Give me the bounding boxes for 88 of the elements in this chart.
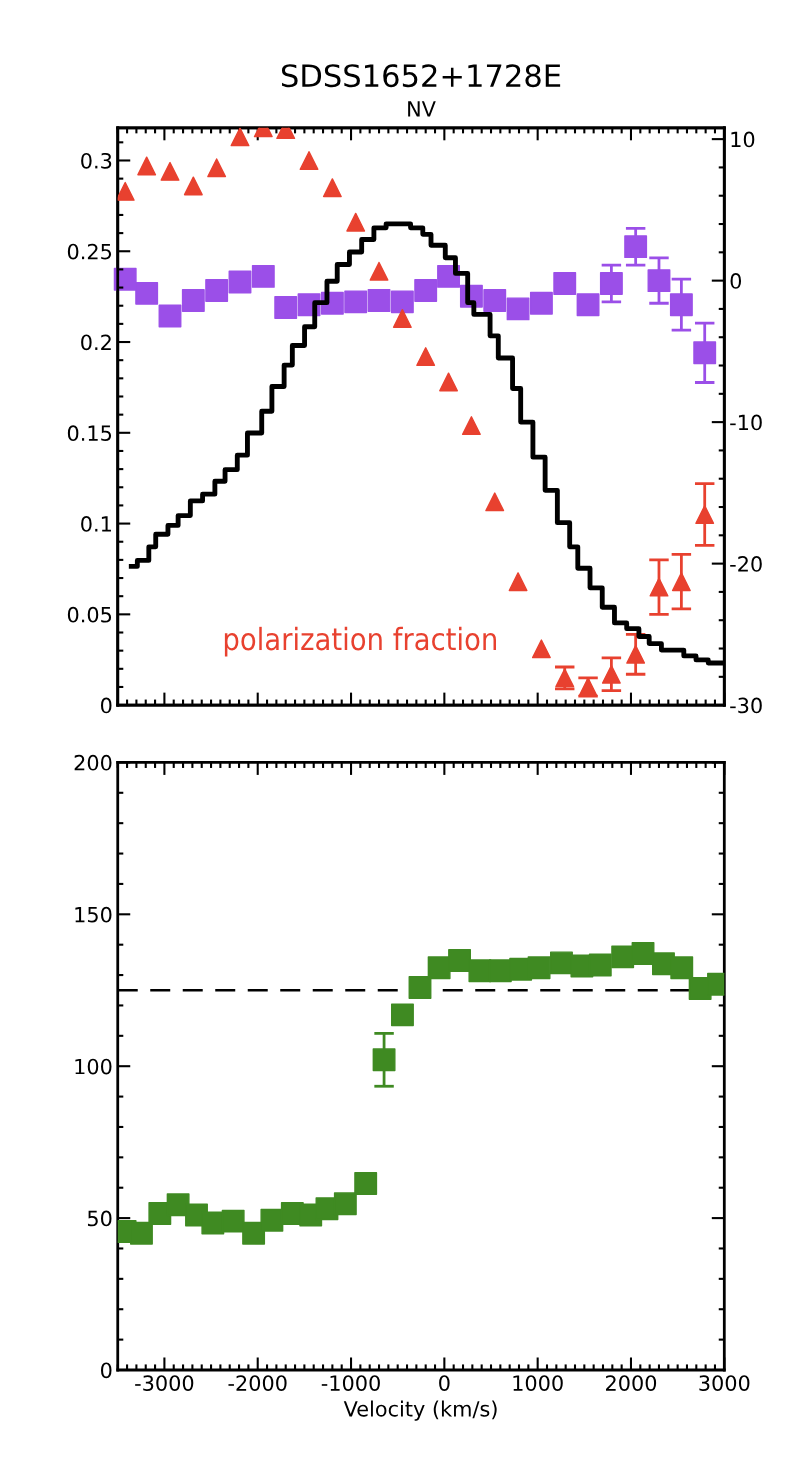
x-tick-label: -3000 (135, 1375, 194, 1391)
y-tick-label: 0 (101, 1362, 112, 1379)
point (158, 304, 182, 328)
y-tick-label: 0.3 (81, 152, 112, 169)
point (369, 261, 389, 281)
y-tick-label: 0.05 (67, 606, 112, 623)
point (392, 308, 412, 328)
point (181, 288, 205, 312)
point (695, 505, 715, 524)
point (251, 264, 275, 288)
point (527, 956, 551, 980)
point (485, 492, 505, 512)
point (346, 212, 366, 232)
y-tick-label: 100 (75, 1058, 112, 1075)
x-tick-label: -1000 (321, 1375, 380, 1391)
point (344, 290, 368, 314)
point (333, 1192, 357, 1216)
point (601, 664, 621, 684)
x-tick-label: -2000 (228, 1375, 287, 1391)
point (367, 288, 391, 312)
point (508, 572, 528, 592)
point (669, 293, 693, 317)
point (448, 949, 472, 972)
point (390, 290, 414, 314)
point (260, 1208, 284, 1232)
point (117, 181, 135, 201)
point (649, 577, 669, 597)
point (205, 279, 229, 302)
point (439, 372, 459, 392)
y2-tick-label: -30 (730, 697, 762, 714)
point (671, 572, 691, 592)
point (322, 178, 342, 198)
point (137, 156, 157, 176)
chart-subtitle: NV (408, 101, 436, 117)
point (230, 127, 250, 147)
annotation: polarization fraction (224, 626, 496, 657)
x-tick-label: 2000 (606, 1375, 657, 1391)
y-tick-label: 0.15 (67, 425, 112, 442)
point (611, 945, 635, 969)
y2-tick-label: 0 (730, 273, 742, 289)
point (670, 956, 694, 980)
point (242, 1221, 266, 1245)
point (221, 1209, 245, 1233)
point (228, 270, 252, 294)
chart-title: SDSS1652+1728E (281, 64, 561, 88)
point (624, 235, 648, 259)
point (693, 341, 717, 365)
point (129, 1221, 153, 1245)
point (647, 269, 671, 293)
x-tick-label: 3000 (699, 1375, 750, 1391)
y-tick-label: 150 (75, 906, 112, 923)
y2-tick-label: -20 (730, 556, 762, 572)
point (553, 271, 577, 295)
point (576, 293, 600, 317)
point (135, 281, 159, 305)
point (427, 956, 451, 980)
y-tick-label: 200 (74, 754, 112, 771)
y-tick-label: 0.25 (67, 243, 112, 260)
point (461, 416, 481, 436)
point (408, 976, 432, 999)
point (207, 158, 227, 178)
point (626, 644, 646, 664)
point (390, 1003, 414, 1027)
y2-tick-label: 10 (731, 131, 755, 148)
x-tick-label: 0 (439, 1375, 450, 1391)
point (483, 288, 507, 312)
point (531, 639, 551, 659)
point (183, 176, 203, 196)
x-tick-label: 1000 (513, 1375, 563, 1391)
y-tick-label: 0.1 (81, 516, 111, 532)
y-tick-label: 0 (101, 697, 112, 714)
y-tick-label: 0.2 (81, 334, 111, 351)
point (468, 959, 492, 983)
point (506, 297, 530, 321)
point (588, 953, 612, 977)
point (372, 1048, 396, 1072)
point (274, 296, 298, 319)
point (631, 942, 655, 965)
point (416, 347, 436, 367)
point (599, 271, 623, 295)
point (160, 161, 180, 181)
point (414, 279, 438, 302)
point (299, 151, 319, 170)
point (354, 1172, 378, 1195)
x-axis-title: Velocity (km/s) (343, 1400, 497, 1421)
y-tick-label: 50 (87, 1210, 112, 1227)
point (529, 291, 553, 315)
y2-tick-label: -10 (730, 414, 762, 431)
